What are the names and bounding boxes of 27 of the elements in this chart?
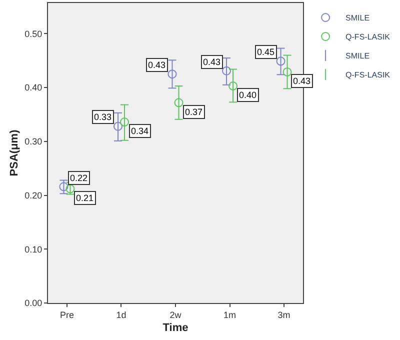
x-tick-label: 1m [224, 310, 236, 320]
data-label: 0.43 [203, 57, 221, 67]
y-tick-label: 0.10 [24, 244, 42, 254]
text: Q-FS-LASIK [346, 70, 390, 80]
text: SMILE [346, 52, 370, 61]
data-label: 0.45 [257, 47, 275, 57]
data-label: 0.22 [70, 173, 88, 183]
x-tick-label: Pre [60, 310, 74, 320]
data-label: 0.37 [185, 107, 203, 117]
y-tick-label: 0.20 [24, 190, 42, 200]
legend-label: Q-FS-LASIK [346, 32, 391, 42]
data-label: 0.34 [131, 126, 149, 136]
legend-label: SMILE [346, 14, 370, 23]
data-label: 0.40 [239, 90, 257, 100]
x-tick-label: 2w [170, 310, 182, 320]
data-label: 0.33 [94, 112, 112, 122]
x-axis-title: Time [162, 322, 188, 334]
y-axis-title: PSA(μm) [8, 129, 20, 176]
y-tick-label: 0.30 [24, 136, 42, 147]
data-label: 0.21 [76, 193, 94, 203]
y-tick-label: 0.50 [24, 28, 42, 39]
x-tick-label: 1d [116, 310, 126, 320]
data-label: 0.43 [293, 76, 311, 86]
y-tick-label: 0.00 [24, 298, 42, 308]
y-tick-label: 0.40 [24, 82, 42, 93]
data-label: 0.43 [148, 60, 166, 70]
x-tick-label: 3m [278, 310, 290, 320]
